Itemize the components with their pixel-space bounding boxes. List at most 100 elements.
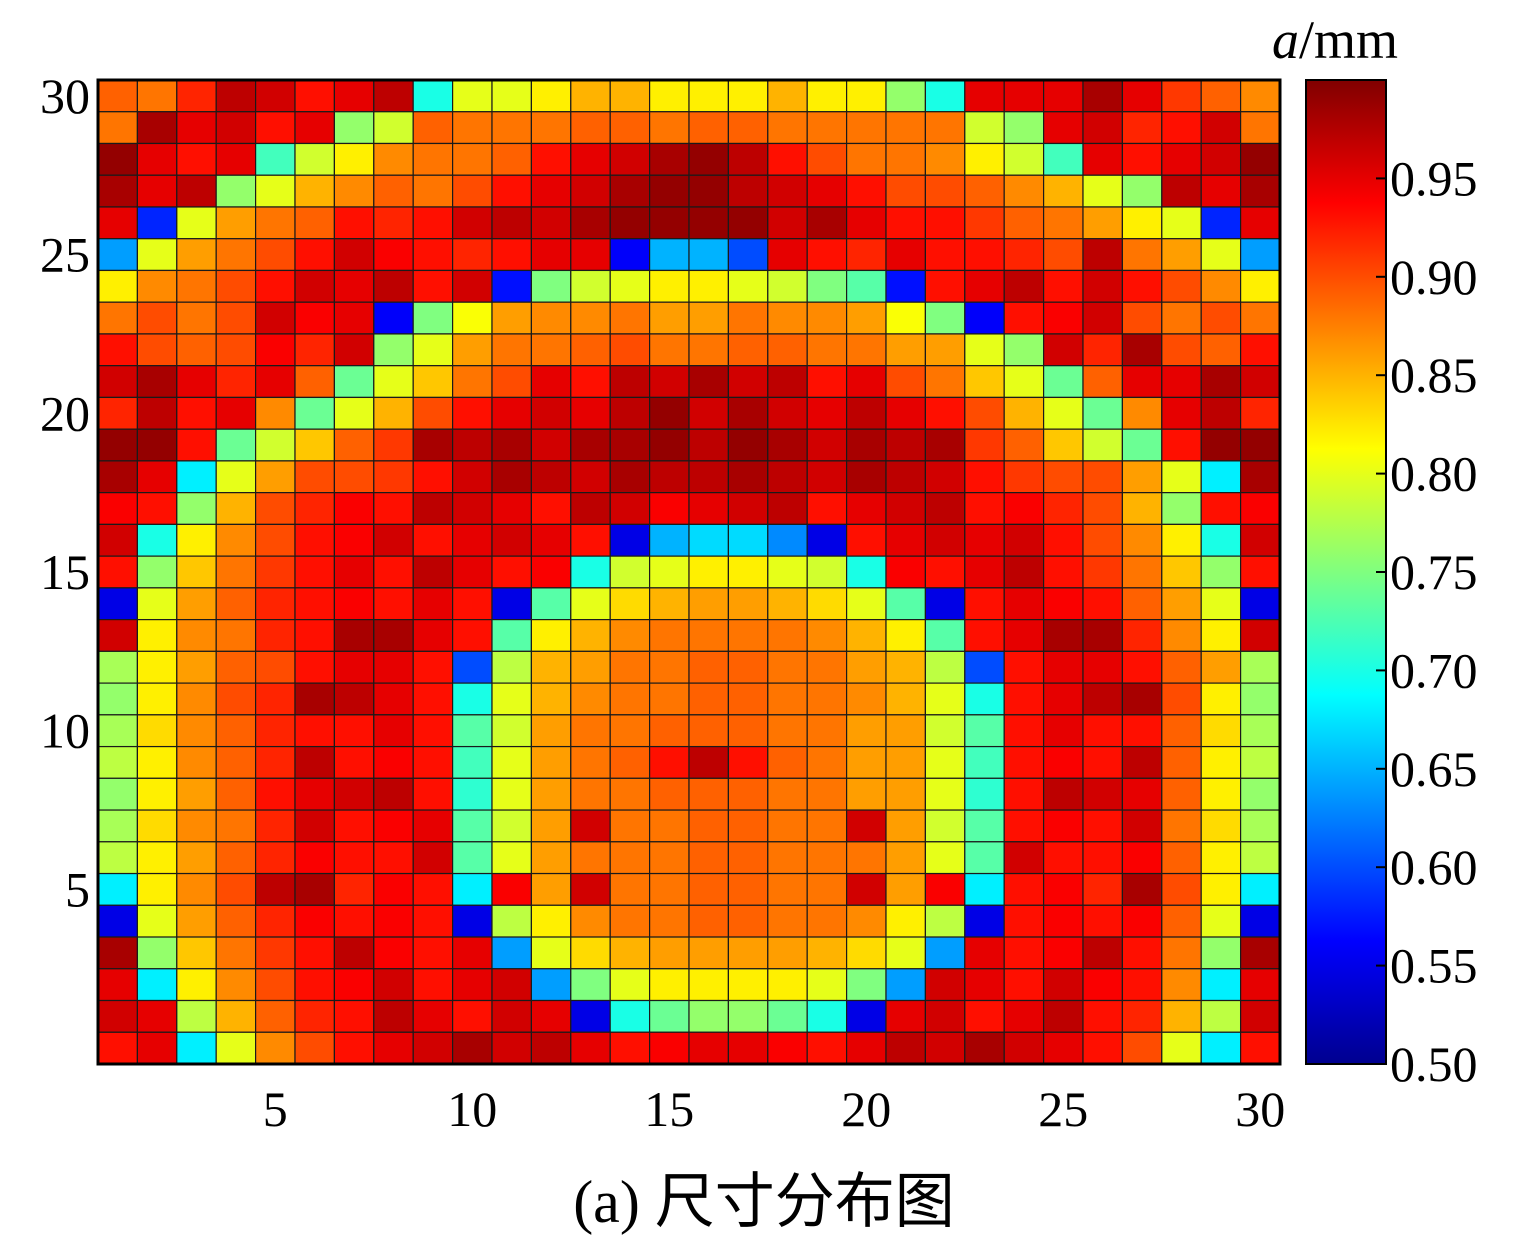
heatmap-cell xyxy=(136,428,178,462)
heatmap-cell xyxy=(688,142,730,176)
heatmap-cell xyxy=(924,904,966,938)
heatmap-cell xyxy=(136,492,178,525)
heatmap-cell xyxy=(412,745,454,779)
heatmap-cell xyxy=(964,142,1005,176)
heatmap-cell xyxy=(215,619,257,652)
heatmap-cell xyxy=(964,936,1005,970)
heatmap-cell xyxy=(176,968,217,1002)
heatmap-cell xyxy=(688,841,730,875)
y-tick-label: 30 xyxy=(40,68,90,124)
heatmap-cell xyxy=(1161,269,1202,303)
heatmap-cell xyxy=(412,238,454,272)
heatmap-cell xyxy=(767,872,808,906)
heatmap-cell xyxy=(333,396,375,430)
heatmap-cell xyxy=(648,619,690,652)
heatmap-cell xyxy=(570,142,611,176)
heatmap-cell xyxy=(491,206,533,240)
heatmap-cell xyxy=(97,904,139,938)
heatmap-cell xyxy=(412,587,454,621)
heatmap-cell xyxy=(1161,904,1202,938)
heatmap-cell xyxy=(452,745,493,779)
heatmap-cell xyxy=(176,809,217,843)
heatmap-cell xyxy=(333,650,375,684)
heatmap-cell xyxy=(1003,809,1045,843)
heatmap-cell xyxy=(176,492,217,525)
heatmap-cell xyxy=(255,492,296,525)
heatmap-cell xyxy=(1239,999,1281,1033)
colorbar-tick-label: 0.90 xyxy=(1390,249,1478,305)
heatmap-cell xyxy=(727,333,769,367)
heatmap-cell xyxy=(806,745,848,779)
heatmap-cell xyxy=(452,142,493,176)
heatmap-cell xyxy=(97,650,139,684)
heatmap-cell xyxy=(136,841,178,875)
heatmap-cell xyxy=(924,999,966,1033)
plot-frame xyxy=(96,78,1282,1066)
heatmap-cell xyxy=(452,999,493,1033)
heatmap-cell xyxy=(1121,809,1163,843)
heatmap-cell xyxy=(885,999,927,1033)
heatmap-cell xyxy=(688,809,730,843)
heatmap-cell xyxy=(491,650,533,684)
heatmap-cell xyxy=(1042,206,1084,240)
heatmap-cell xyxy=(924,1031,966,1065)
heatmap-cell xyxy=(1121,396,1163,430)
heatmap-cell xyxy=(1003,428,1045,462)
heatmap-cell xyxy=(333,206,375,240)
heatmap-cell xyxy=(1082,460,1124,494)
heatmap-cell xyxy=(688,428,730,462)
heatmap-cell xyxy=(885,904,927,938)
heatmap-cell xyxy=(1239,174,1281,208)
heatmap-cell xyxy=(1121,650,1163,684)
heatmap-cell xyxy=(570,587,611,621)
heatmap-cell xyxy=(333,428,375,462)
heatmap-cell xyxy=(964,777,1005,811)
heatmap-cell xyxy=(1161,714,1202,748)
heatmap-cell xyxy=(1121,999,1163,1033)
heatmap-cell xyxy=(570,238,611,272)
heatmap-cell xyxy=(885,492,927,525)
heatmap-cell xyxy=(1003,650,1045,684)
heatmap-cell xyxy=(609,428,651,462)
heatmap-cell xyxy=(412,460,454,494)
heatmap-cell xyxy=(570,269,611,303)
heatmap-cell xyxy=(845,269,887,303)
heatmap-cell xyxy=(688,872,730,906)
heatmap-cell xyxy=(215,872,257,906)
heatmap-cell xyxy=(412,206,454,240)
heatmap-cell xyxy=(491,619,533,652)
heatmap-cell xyxy=(885,79,927,113)
heatmap-cell xyxy=(373,968,414,1002)
heatmap-cell xyxy=(1239,269,1281,303)
heatmap-cell xyxy=(176,936,217,970)
heatmap-cell xyxy=(767,333,808,367)
heatmap-cell xyxy=(648,333,690,367)
heatmap-cell xyxy=(1003,333,1045,367)
heatmap-cell xyxy=(97,999,139,1033)
heatmap-cell xyxy=(333,301,375,335)
heatmap-cell xyxy=(806,301,848,335)
y-tick-label: 25 xyxy=(40,227,90,283)
heatmap-cell xyxy=(964,206,1005,240)
heatmap-cell xyxy=(452,555,493,589)
heatmap-cell xyxy=(97,809,139,843)
heatmap-cell xyxy=(176,587,217,621)
heatmap-cell xyxy=(294,714,336,748)
heatmap-cell xyxy=(373,396,414,430)
heatmap-cell xyxy=(1121,238,1163,272)
heatmap-cell xyxy=(136,619,178,652)
heatmap-cell xyxy=(727,904,769,938)
heatmap-cell xyxy=(727,365,769,399)
heatmap-cell xyxy=(1042,555,1084,589)
heatmap-cell xyxy=(215,301,257,335)
heatmap-cell xyxy=(530,968,572,1002)
heatmap-cell xyxy=(885,1031,927,1065)
heatmap-cell xyxy=(924,460,966,494)
heatmap-cell xyxy=(215,682,257,716)
heatmap-cell xyxy=(688,396,730,430)
heatmap-cell xyxy=(136,206,178,240)
heatmap-cell xyxy=(1161,396,1202,430)
heatmap-cell xyxy=(255,301,296,335)
heatmap-cell xyxy=(215,492,257,525)
heatmap-cell xyxy=(570,904,611,938)
